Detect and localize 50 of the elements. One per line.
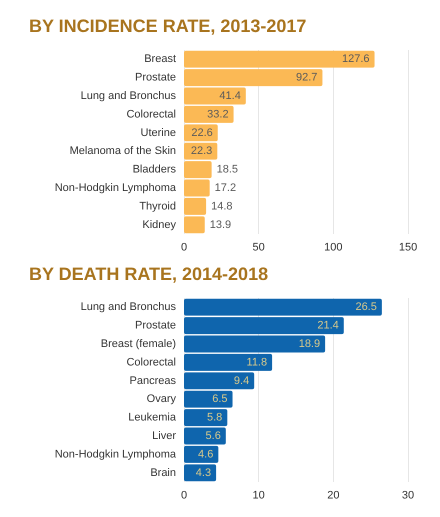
y-tick-label: Pancreas [130, 374, 176, 387]
data-label: 18.9 [298, 338, 320, 350]
y-tick-label: Breast (female) [100, 338, 176, 350]
y-tick-label: Ovary [146, 393, 176, 406]
data-label: 14.8 [211, 200, 233, 212]
y-tick-label: Breast [144, 53, 176, 66]
chart-title: BY DEATH RATE, 2014-2018 [29, 264, 268, 284]
data-label: 22.6 [191, 126, 213, 139]
data-label: 11.8 [246, 356, 268, 368]
data-label: 9.4 [234, 374, 250, 387]
y-tick-label: Bladders [132, 164, 176, 176]
data-label: 26.5 [355, 301, 377, 314]
data-label: 127.6 [342, 53, 370, 66]
x-tick-label: 30 [402, 490, 414, 502]
y-tick-label: Thyroid [139, 200, 176, 212]
y-tick-label: Lung and Bronchus [80, 301, 176, 314]
data-label: 41.4 [219, 90, 241, 102]
data-label: 4.3 [196, 466, 212, 479]
x-tick-label: 0 [180, 490, 188, 502]
data-label: 92.7 [296, 72, 318, 84]
y-tick-label: Brain [150, 466, 176, 479]
data-label: 33.2 [207, 108, 229, 120]
data-label: 22.3 [190, 145, 212, 158]
data-label: 5.8 [207, 412, 222, 424]
chart-title: BY INCIDENCE RATE, 2013-2017 [29, 16, 306, 36]
data-label: 17.2 [214, 182, 236, 194]
data-label: 4.6 [198, 448, 214, 460]
data-label: 21.4 [317, 320, 339, 332]
y-tick-label: Leukemia [128, 412, 177, 424]
y-tick-label: Lung and Bronchus [80, 90, 176, 102]
data-label: 13.9 [210, 218, 232, 231]
data-label: 18.5 [216, 164, 238, 176]
x-tick-label: 20 [327, 490, 340, 502]
y-tick-label: Uterine [140, 126, 176, 139]
data-label: 5.6 [206, 430, 221, 442]
x-tick-label: 0 [180, 242, 188, 254]
y-tick-label: Prostate [135, 72, 176, 84]
y-tick-label: Non-Hodgkin Lymphoma [54, 182, 177, 194]
x-tick-label: 100 [324, 242, 343, 254]
y-tick-label: Liver [152, 430, 176, 442]
y-tick-label: Non-Hodgkin Lymphoma [54, 448, 177, 460]
x-tick-label: 150 [398, 242, 418, 254]
y-tick-label: Colorectal [126, 356, 176, 368]
y-tick-label: Kidney [142, 218, 176, 231]
x-tick-label: 10 [252, 490, 265, 502]
x-tick-label: 50 [252, 242, 265, 254]
y-tick-label: Prostate [135, 320, 176, 332]
data-label: 6.5 [212, 393, 228, 406]
y-tick-label: Melanoma of the Skin [70, 145, 176, 158]
y-tick-label: Colorectal [126, 108, 176, 120]
